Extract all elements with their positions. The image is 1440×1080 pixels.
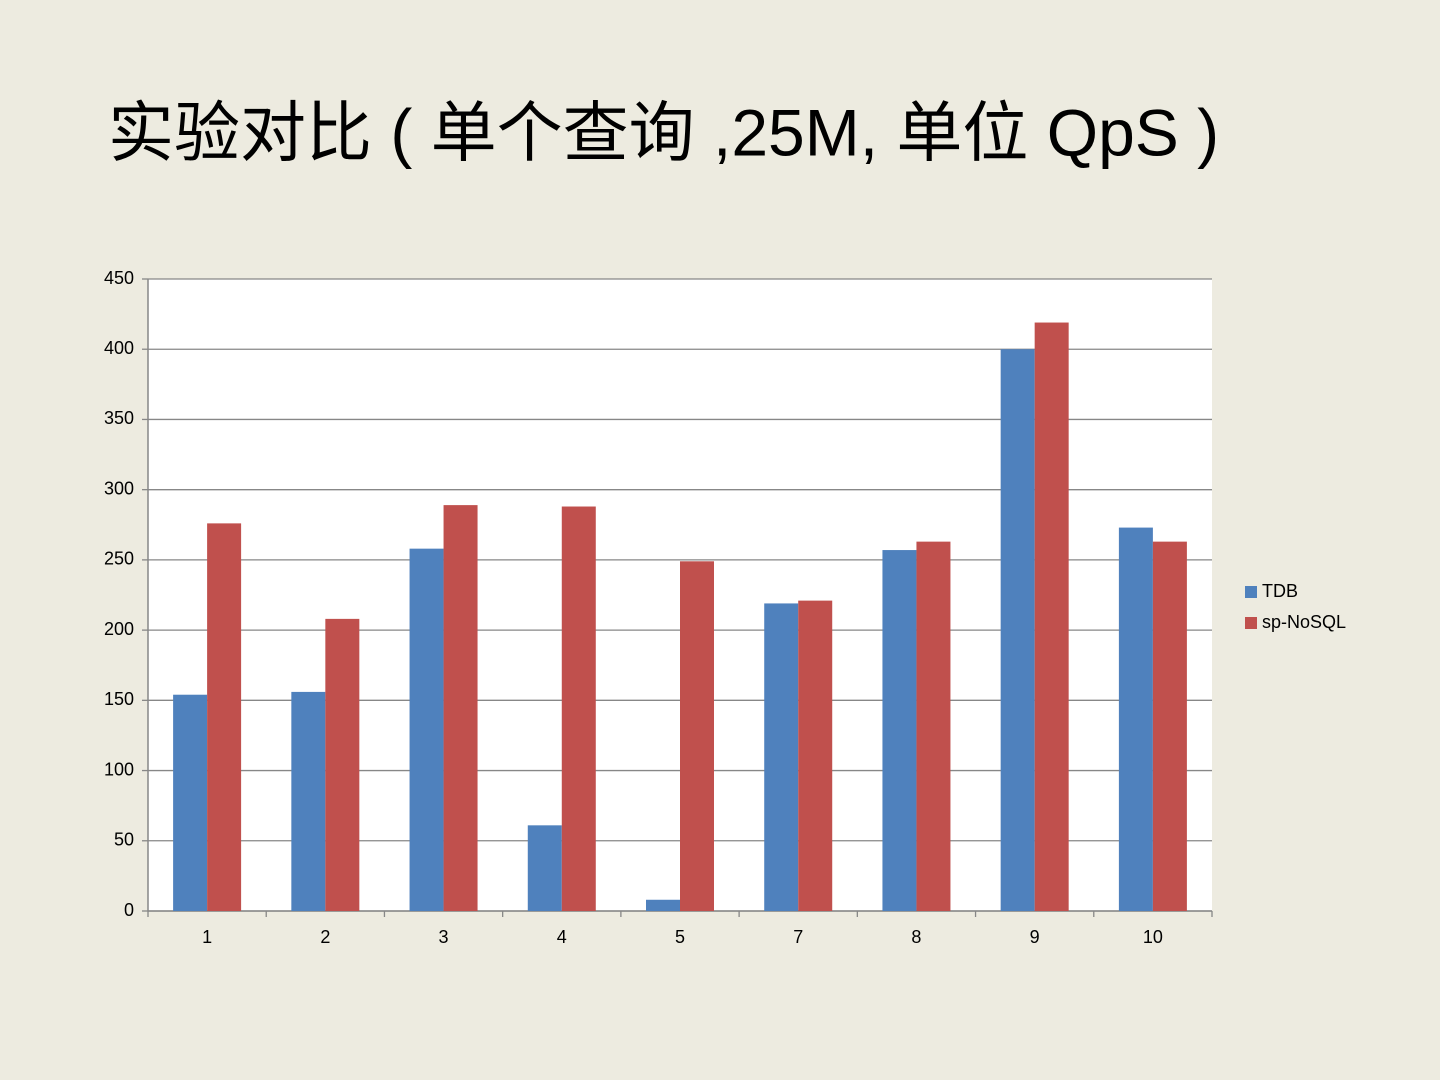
x-tick-label: 1 bbox=[202, 927, 212, 947]
bar bbox=[527, 825, 562, 911]
bar bbox=[1034, 322, 1069, 911]
legend-label: sp-NoSQL bbox=[1262, 612, 1346, 632]
bar bbox=[325, 618, 360, 911]
bar bbox=[764, 603, 799, 911]
bar bbox=[173, 694, 208, 911]
x-tick-label: 3 bbox=[439, 927, 449, 947]
bar bbox=[916, 541, 951, 911]
y-tick-label: 300 bbox=[104, 478, 134, 498]
bar bbox=[443, 505, 478, 911]
y-tick-label: 200 bbox=[104, 619, 134, 639]
x-tick-label: 5 bbox=[675, 927, 685, 947]
y-tick-label: 350 bbox=[104, 408, 134, 428]
bar bbox=[882, 550, 917, 911]
bar bbox=[680, 561, 714, 911]
y-tick-label: 450 bbox=[104, 268, 134, 288]
bar bbox=[1118, 527, 1153, 911]
x-tick-label: 9 bbox=[1030, 927, 1040, 947]
y-tick-label: 400 bbox=[104, 338, 134, 358]
y-tick-label: 0 bbox=[124, 900, 134, 920]
legend-swatch bbox=[1245, 617, 1257, 629]
bar bbox=[1000, 349, 1035, 911]
x-tick-label: 7 bbox=[793, 927, 803, 947]
x-tick-label: 2 bbox=[320, 927, 330, 947]
y-tick-label: 250 bbox=[104, 549, 134, 569]
x-tick-label: 10 bbox=[1143, 927, 1163, 947]
x-tick-label: 4 bbox=[557, 927, 567, 947]
bar bbox=[798, 600, 833, 911]
x-tick-label: 8 bbox=[911, 927, 921, 947]
bar bbox=[561, 506, 596, 911]
bar bbox=[291, 691, 326, 911]
bar bbox=[1152, 541, 1187, 911]
chart-title: 实验对比 ( 单个查询 ,25M, 单位 QpS ) bbox=[108, 95, 1219, 169]
legend-swatch bbox=[1245, 586, 1257, 598]
bar bbox=[409, 548, 444, 911]
bar bbox=[646, 899, 680, 911]
y-tick-label: 50 bbox=[114, 830, 134, 850]
y-tick-label: 150 bbox=[104, 689, 134, 709]
y-tick-label: 100 bbox=[104, 759, 134, 779]
bar bbox=[207, 523, 242, 911]
legend-label: TDB bbox=[1262, 581, 1298, 601]
